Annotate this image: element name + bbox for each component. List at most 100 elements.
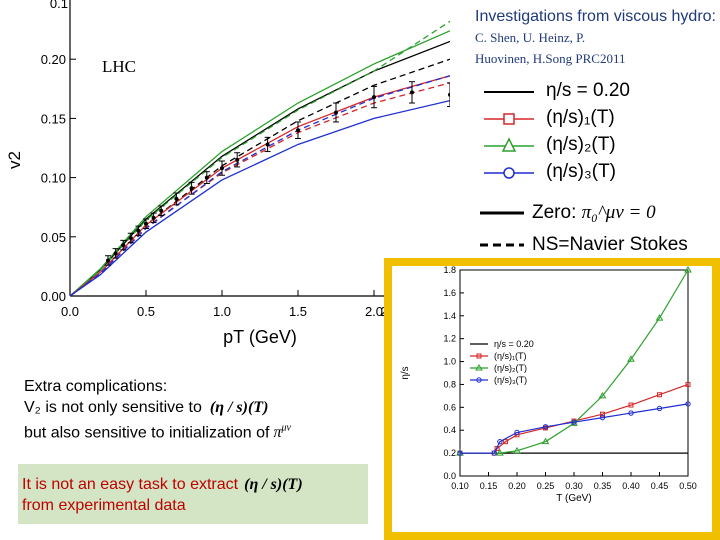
callout-line1: It is not an easy task to extract xyxy=(22,476,239,493)
legend-swatch-3 xyxy=(484,167,534,179)
eta-marker-circle xyxy=(497,438,503,445)
eta-over-s-vs-t-chart: 0.0 0.2 0.4 0.6 0.8 1.0 1.2 1.4 1.6 1.8 0.10 0.15 0.… xyxy=(384,258,720,540)
v2-x-tick-label: 0.0 xyxy=(61,304,79,319)
eta-marker-circle xyxy=(542,424,549,430)
credit-text: Investigations from viscous hydro: C. Sh… xyxy=(475,6,720,69)
eta-x-tick-label: 0.20 xyxy=(508,481,526,491)
v2-series-line-7 xyxy=(69,100,450,297)
eta-legend-label: (η/s)₁(T) xyxy=(494,351,527,361)
credit-authors-1: C. Shen, U. Heinz, P. xyxy=(475,30,586,45)
credit-lead: Investigations from viscous hydro: xyxy=(475,8,716,25)
v2-series-line-4 xyxy=(69,20,450,297)
eta-marker-triangle xyxy=(513,446,521,454)
eta-x-tick-label: 0.25 xyxy=(537,481,555,491)
ns-label: NS=Navier Stokes xyxy=(532,234,688,255)
v2-data-point xyxy=(121,243,126,248)
v2-y-axis-label: v2 xyxy=(5,151,24,169)
v2-y-tick-label: 0.05 xyxy=(41,230,66,245)
v2-x-tick-label: 2.0 xyxy=(365,304,383,319)
eta-y-tick-label: 1.6 xyxy=(443,288,456,298)
eta-marker-circle xyxy=(599,414,606,421)
v2-x-tick-label: 1.0 xyxy=(213,304,231,319)
legend-item-3: (η/s)₃(T) xyxy=(476,161,720,188)
eta-marker-square xyxy=(503,439,509,445)
eta-y-tick-label: 1.0 xyxy=(443,357,456,367)
v2-x-tick-label: 1.5 xyxy=(289,304,307,319)
v2-data-point xyxy=(174,196,179,201)
callout-line2: from experimental data xyxy=(22,497,186,514)
eta-marker-circle xyxy=(628,410,634,416)
v2-data-point xyxy=(144,221,148,226)
conclusion-callout: It is not an easy task to extract (η / s)… xyxy=(18,464,368,524)
eta-x-tick-label: 0.45 xyxy=(651,481,669,491)
notes: Extra complications: V₂ is not only sens… xyxy=(24,376,374,443)
legend-item-2: (η/s)₂(T) xyxy=(476,134,720,161)
eta-series-line-4 xyxy=(460,403,689,454)
zero-formula: π₀^μν = 0 xyxy=(581,202,656,223)
eta-y-tick-label: 1.4 xyxy=(443,311,456,321)
eta-y-axis-label: η/s xyxy=(400,366,411,379)
credit-authors-2: Huovinen, H.Song PRC2011 xyxy=(475,51,626,66)
eta-legend-label: (η/s)₂(T) xyxy=(494,363,527,373)
v2-data-point xyxy=(128,235,133,240)
v2-data-point xyxy=(136,228,141,233)
v2-top-tick-label: 0.1 xyxy=(50,0,68,11)
v2-y-tick-label: 0.00 xyxy=(41,289,66,304)
v2-data-point xyxy=(410,90,414,95)
v2-data-point xyxy=(159,208,164,213)
eta-marker-triangle xyxy=(496,449,504,456)
eta-y-tick-label: 0.6 xyxy=(443,402,456,412)
v2-data-point xyxy=(334,110,338,115)
v2-y-tick-label: 0.15 xyxy=(41,111,66,126)
solid-line-swatch xyxy=(480,211,524,215)
eta-marker-square xyxy=(600,411,605,417)
v2-legend: η/s = 0.20 (η/s)₁(T) (η/s)₂(T) (η/s)₃(T) xyxy=(476,80,720,188)
notes-line1-math: (η / s)(T) xyxy=(209,399,269,416)
eta-legend-marker xyxy=(475,364,483,371)
v2-data-point xyxy=(448,92,450,97)
v2-data-point xyxy=(204,175,209,180)
v2-data-point xyxy=(296,128,300,133)
v2-y-tick-label: 0.20 xyxy=(41,52,66,67)
eta-y-tick-label: 1.2 xyxy=(443,334,456,344)
eta-x-tick-label: 0.10 xyxy=(451,481,469,491)
legend-swatch-const xyxy=(484,91,534,93)
legend-label-1: (η/s)₁(T) xyxy=(546,107,615,128)
eta-marker-circle xyxy=(685,401,691,407)
zero-label: Zero: xyxy=(532,202,577,223)
callout-line1-math: (η / s)(T) xyxy=(244,476,303,493)
legend-item-1: (η/s)₁(T) xyxy=(476,107,720,134)
legend-swatch-1 xyxy=(484,113,534,125)
v2-annotation: LHC xyxy=(102,57,136,76)
eta-marker-triangle xyxy=(655,314,664,321)
eta-y-tick-label: 0.0 xyxy=(443,471,456,481)
v2-data-point xyxy=(106,258,110,263)
eta-marker-circle xyxy=(656,405,663,412)
eta-marker-triangle xyxy=(684,266,692,273)
eta-x-tick-label: 0.30 xyxy=(565,481,583,491)
eta-legend-label: η/s = 0.20 xyxy=(494,339,534,349)
eta-legend-marker xyxy=(476,353,482,359)
v2-data-point xyxy=(220,166,224,171)
eta-x-tick-label: 0.40 xyxy=(622,481,640,491)
eta-marker-circle xyxy=(571,419,577,425)
v2-data-point xyxy=(189,186,194,191)
eta-marker-square xyxy=(685,381,691,387)
eta-y-tick-label: 0.4 xyxy=(443,425,456,435)
v2-data-point xyxy=(113,251,118,256)
v2-vs-pt-chart: 0.10.000.050.100.150.200.00.51.01.52.02p… xyxy=(5,0,450,347)
eta-marker-circle xyxy=(514,429,520,436)
eta-marker-triangle xyxy=(541,437,550,445)
legend-swatch-2 xyxy=(484,137,534,152)
notes-line2-math: π xyxy=(273,424,282,442)
dashed-line-swatch xyxy=(480,243,524,247)
eta-x-axis-label: T (GeV) xyxy=(556,493,591,504)
eta-x-tick-label: 0.15 xyxy=(480,481,498,491)
eta-inset-frame xyxy=(384,258,720,540)
v2-data-point xyxy=(265,142,270,147)
v2-x-axis-label: pT (GeV) xyxy=(223,327,297,347)
eta-x-tick-label: 0.50 xyxy=(679,481,697,491)
eta-y-tick-label: 0.2 xyxy=(443,448,456,458)
legend-item-const: η/s = 0.20 xyxy=(476,80,720,107)
v2-series-line-3 xyxy=(69,30,450,297)
